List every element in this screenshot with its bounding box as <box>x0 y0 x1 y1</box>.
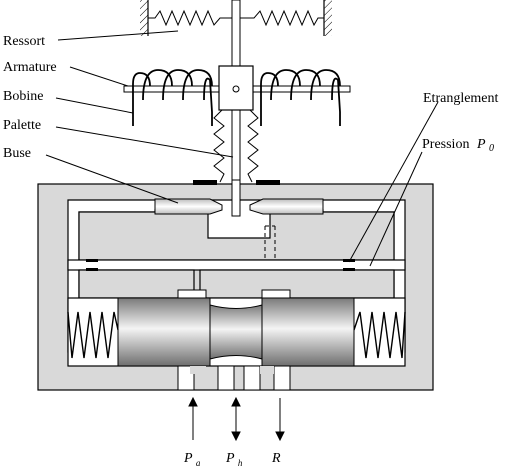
top-spring-left <box>148 9 234 27</box>
label-port-pa-symbol: P <box>183 451 193 466</box>
coil-left <box>132 69 213 126</box>
bellows-right <box>247 109 259 183</box>
spool-spring-right <box>353 311 406 359</box>
arrow-r <box>275 398 285 442</box>
flapper-tip <box>231 179 241 217</box>
nozzle-left <box>154 198 223 215</box>
spool-spring-left <box>67 311 119 359</box>
pivot-icon <box>232 85 240 93</box>
label-port-r: R <box>271 451 281 466</box>
label-armature: Armature <box>3 60 57 75</box>
wall-mount-left <box>140 0 149 36</box>
label-pression-word: Pression <box>422 137 469 152</box>
label-buse: Buse <box>3 146 31 161</box>
feedback-line-dashed <box>264 225 276 290</box>
label-pression-symbol: P <box>476 137 486 152</box>
label-pression-sub: 0 <box>489 143 494 154</box>
label-port-pa: P a <box>183 451 201 468</box>
top-spring-right <box>240 9 324 27</box>
arrow-ph <box>231 396 241 442</box>
arrow-pa <box>188 396 198 440</box>
spool <box>117 297 355 367</box>
label-pression: Pression P 0 <box>422 137 494 154</box>
label-port-ph: P h <box>225 451 243 468</box>
label-etranglement: Etranglement <box>423 91 499 106</box>
label-port-ph-sub: h <box>238 458 243 468</box>
label-bobine: Bobine <box>3 89 43 104</box>
label-port-pa-sub: a <box>196 458 201 468</box>
leader-lines <box>45 30 439 267</box>
wall-mount-right <box>323 0 332 36</box>
restriction-right <box>343 259 355 271</box>
nozzle-right <box>249 198 324 215</box>
inner-block-lower-right <box>199 269 395 299</box>
label-palette: Palette <box>3 118 41 133</box>
inner-block-lower-left <box>78 269 195 299</box>
label-ressort: Ressort <box>3 34 45 49</box>
bellows-left <box>213 109 225 183</box>
coil-right <box>260 69 341 126</box>
restriction-left <box>86 259 98 271</box>
label-port-ph-symbol: P <box>225 451 235 466</box>
ports <box>177 365 291 391</box>
